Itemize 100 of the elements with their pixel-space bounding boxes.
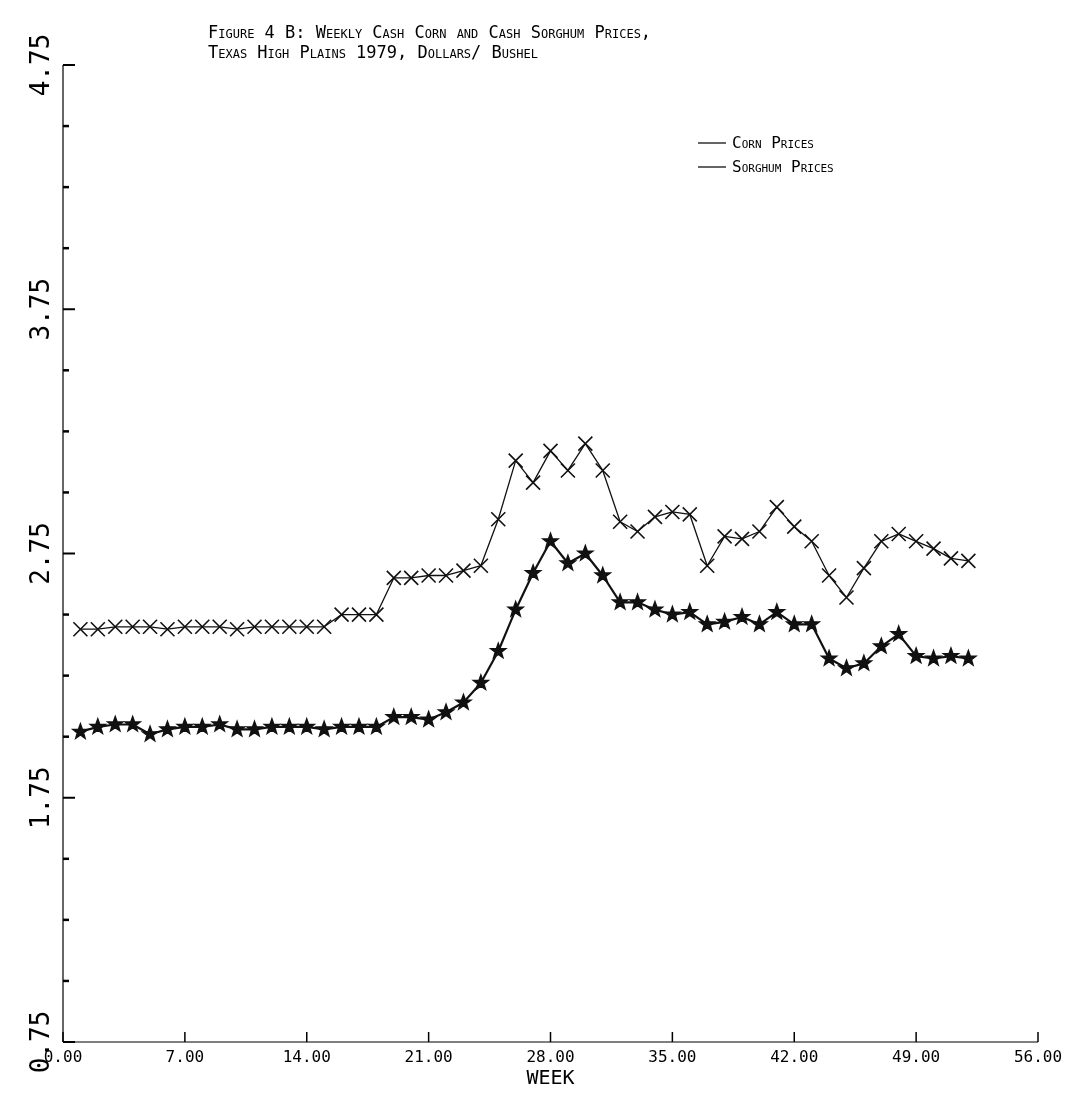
point (786, 615, 803, 632)
point (559, 554, 577, 571)
point (751, 615, 768, 632)
point (507, 452, 524, 469)
point (803, 615, 820, 632)
point (420, 711, 437, 727)
point (942, 647, 960, 664)
x-tick-label: 7.00 (165, 1047, 205, 1066)
point (821, 567, 837, 584)
x-tick-label: 14.00 (282, 1047, 331, 1066)
point (820, 650, 838, 666)
point (943, 550, 959, 567)
point (803, 533, 820, 550)
point (612, 593, 629, 610)
point (855, 654, 873, 671)
point (229, 621, 245, 638)
point (507, 601, 524, 617)
point (403, 708, 420, 725)
x-tick-label: 56.00 (1013, 1047, 1063, 1066)
point (908, 647, 925, 664)
point (890, 625, 907, 642)
point (751, 523, 768, 540)
point (594, 566, 611, 583)
point (194, 718, 211, 734)
point (455, 693, 472, 710)
point (612, 513, 628, 530)
point (525, 474, 541, 491)
point (960, 553, 977, 569)
y-tick-label: 4.75 (24, 33, 55, 97)
point (246, 720, 263, 737)
point (490, 511, 507, 528)
point (664, 504, 681, 520)
point (716, 613, 733, 629)
point (350, 718, 368, 734)
point (734, 531, 750, 547)
point (664, 606, 681, 622)
point (647, 509, 663, 525)
point (769, 499, 785, 515)
point (263, 718, 281, 734)
legend-label: Sorghum Prices (732, 157, 834, 176)
y-tick-label: 1.75 (24, 766, 55, 830)
point (281, 718, 298, 734)
point (646, 601, 664, 617)
point (577, 545, 594, 561)
point (560, 462, 576, 479)
point (716, 528, 733, 545)
point (960, 650, 977, 666)
point (873, 533, 890, 550)
point (681, 603, 698, 620)
y-tick-label: 2.75 (24, 522, 55, 585)
point (107, 715, 124, 732)
point (925, 540, 942, 557)
point (437, 703, 455, 720)
point (577, 435, 594, 452)
legend-label: Corn Prices (732, 133, 814, 152)
point (159, 720, 176, 737)
point (298, 718, 315, 734)
x-tick-label: 42.00 (770, 1047, 819, 1066)
chart-title: Figure 4 B: Weekly Cash Corn and Cash Sorghum Prices, Texas High Plains 1979, Dollars/ Bushel (208, 22, 652, 62)
x-tick-label: 21.00 (404, 1047, 453, 1066)
point (89, 718, 106, 734)
point (733, 608, 751, 625)
point (786, 518, 803, 535)
point (524, 564, 542, 581)
point (699, 557, 715, 574)
point (890, 526, 907, 542)
point (472, 674, 489, 690)
point (629, 523, 646, 540)
x-tick-label: 28.00 (526, 1047, 575, 1066)
point (908, 533, 924, 550)
point (768, 603, 785, 620)
point (455, 562, 472, 579)
point (490, 642, 507, 659)
point (228, 720, 246, 737)
point (473, 557, 489, 574)
x-axis-title: WEEK (526, 1065, 575, 1089)
point (925, 650, 942, 666)
point (594, 462, 611, 479)
point (681, 506, 698, 523)
point (333, 718, 350, 734)
point (838, 659, 855, 676)
x-tick-label: 35.00 (648, 1047, 697, 1066)
point (124, 715, 141, 732)
point (368, 718, 385, 734)
point (176, 718, 193, 734)
point (211, 715, 228, 732)
point (72, 723, 89, 739)
point (316, 720, 333, 737)
point (542, 532, 559, 549)
point (838, 589, 855, 606)
point (385, 708, 402, 725)
point (141, 725, 159, 742)
point (629, 593, 646, 610)
point (159, 621, 176, 638)
point (699, 615, 716, 632)
y-tick-label: 3.75 (24, 277, 55, 341)
x-tick-label: 49.00 (892, 1047, 941, 1066)
point (542, 443, 559, 459)
point (873, 637, 890, 654)
point (856, 560, 872, 576)
